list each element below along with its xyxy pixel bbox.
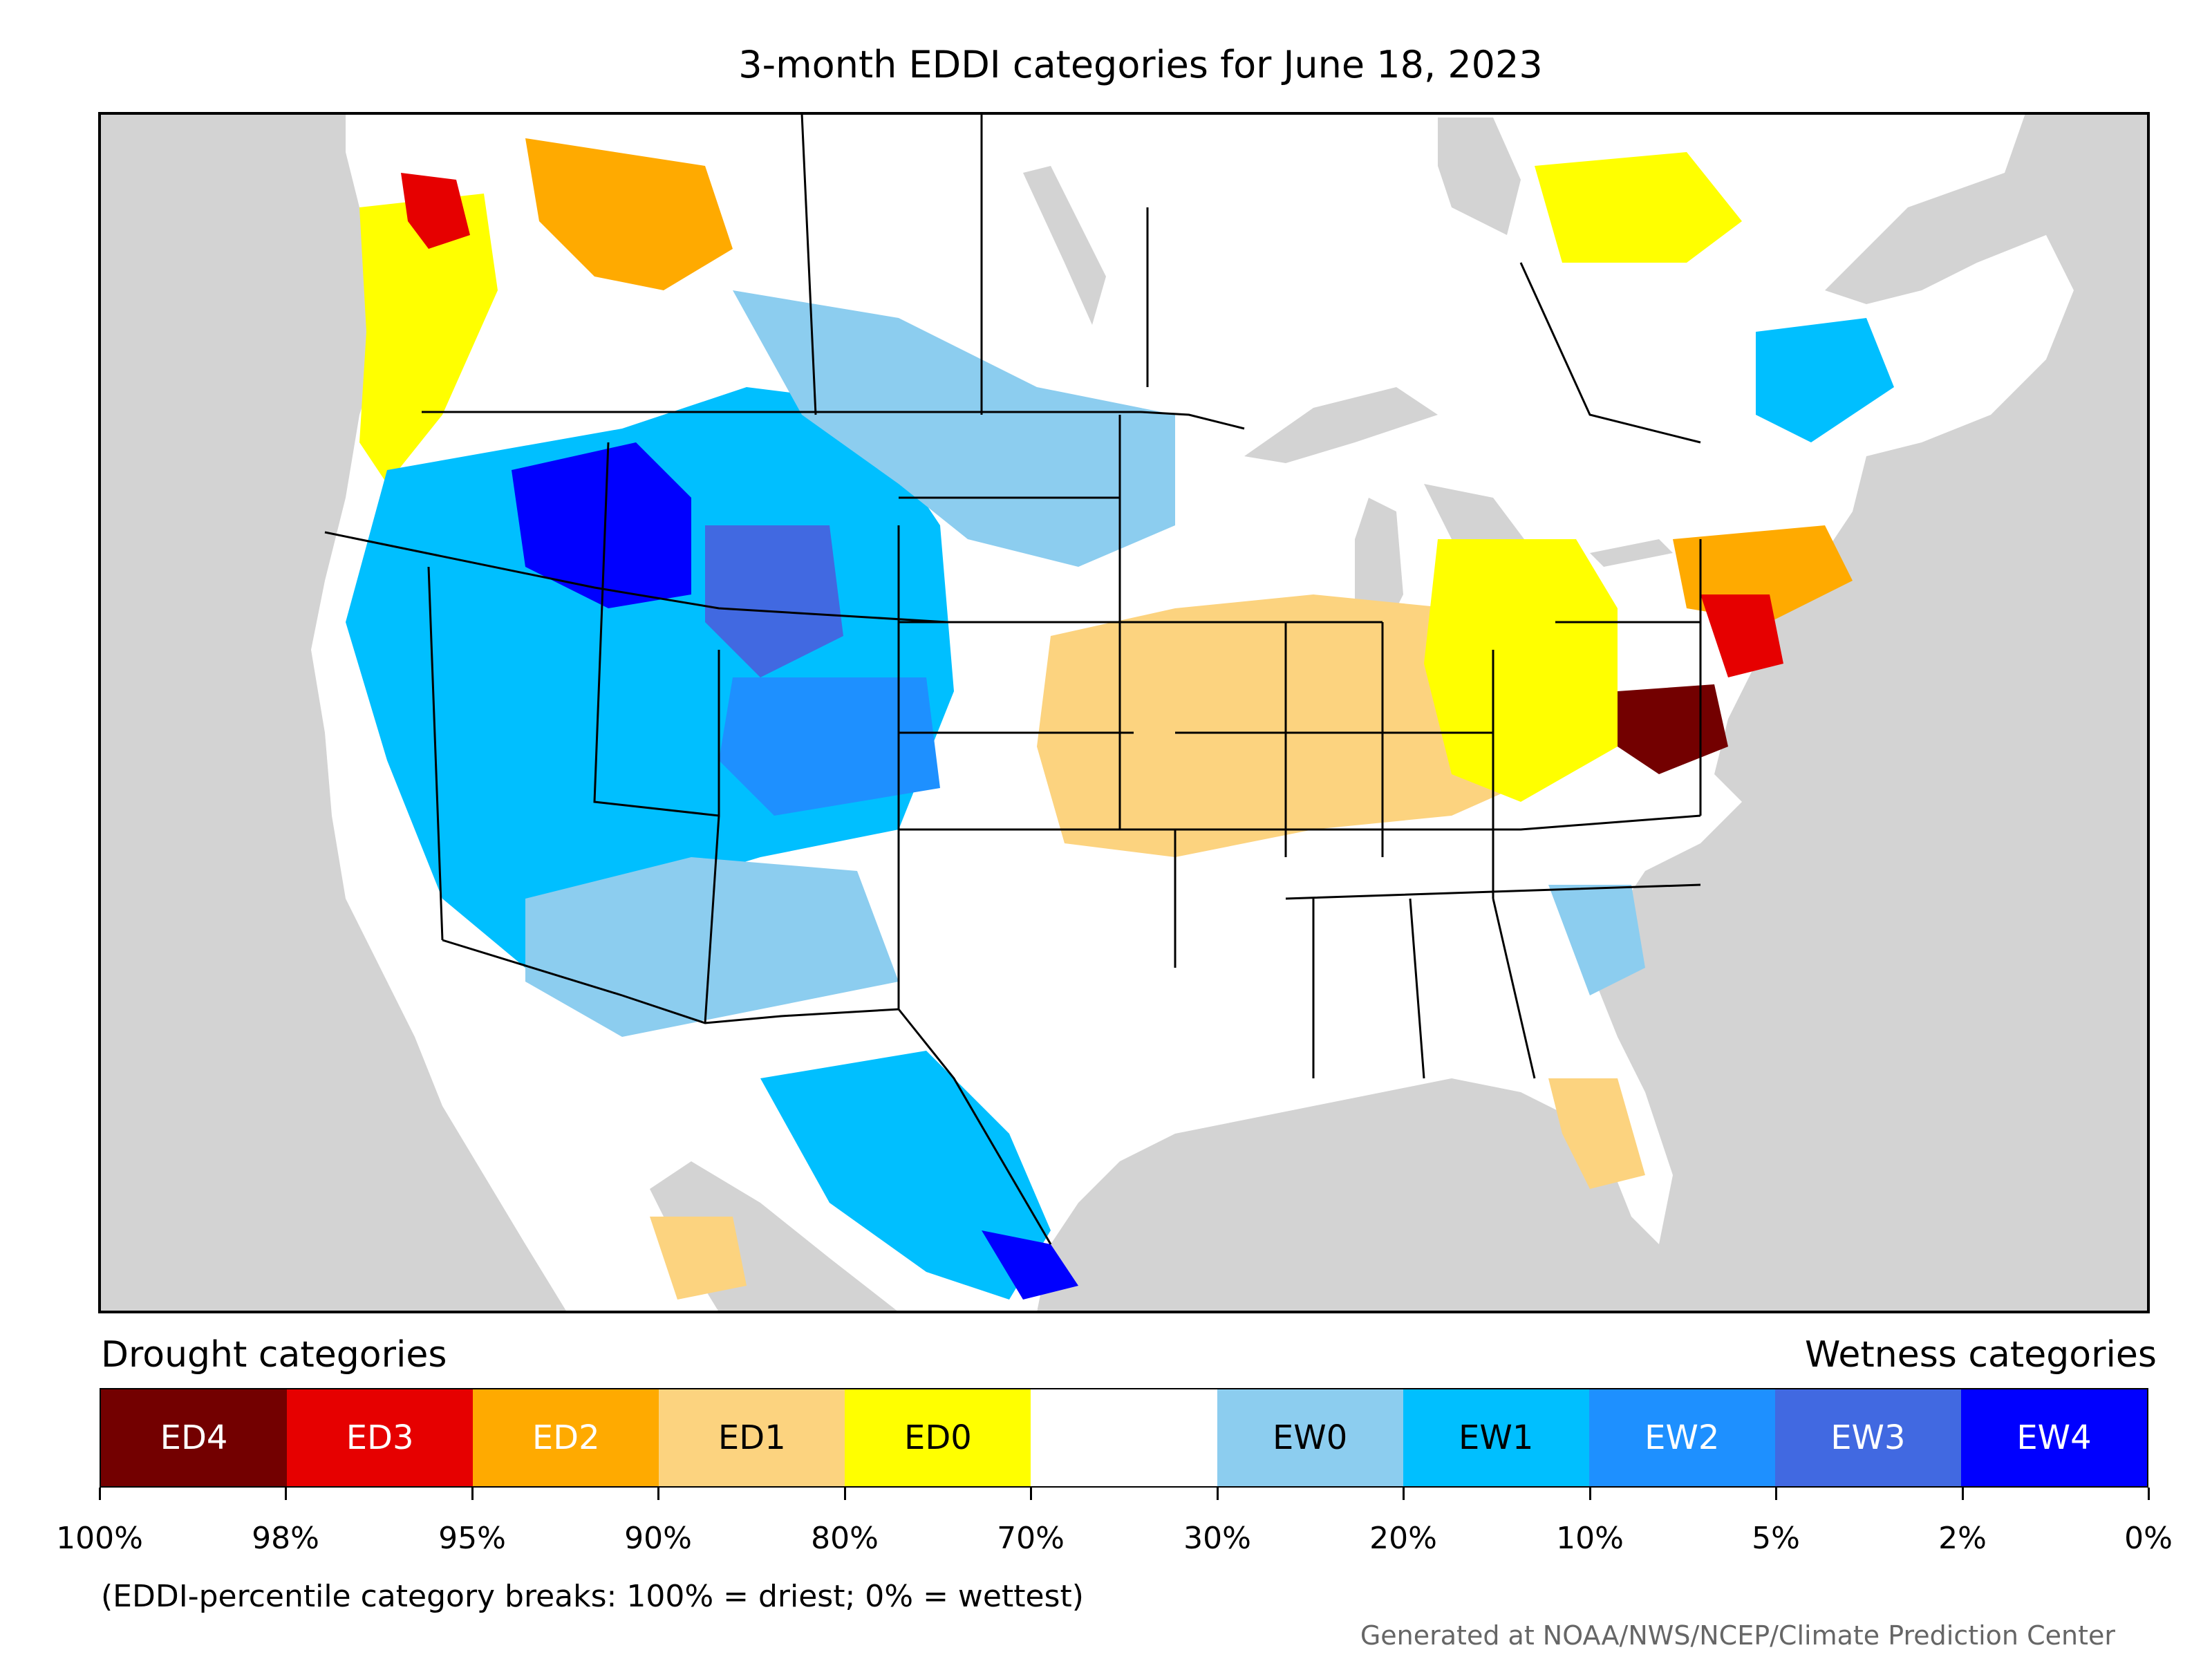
colorbar-segment: ED1 (659, 1389, 845, 1486)
border-states-west (324, 442, 948, 1024)
colorbar-tick-label: 5% (1752, 1521, 1800, 1556)
colorbar-tick-label: 20% (1369, 1521, 1437, 1556)
region-british-columbia-dry (525, 138, 733, 290)
colorbar-segment: ED2 (473, 1389, 659, 1486)
wetness-categories-heading: Wetness categories (1805, 1334, 2157, 1376)
region-quebec-wet (1756, 318, 1894, 442)
colorbar-tick (1589, 1488, 1591, 1500)
category-colorbar: ED4 ED3 ED2 ED1 ED0 EW0 EW1 EW2 EW3 EW4 (100, 1388, 2148, 1488)
colorbar-tick-label: 70% (997, 1521, 1065, 1556)
colorbar-tick-label: 98% (252, 1521, 319, 1556)
border-us-mexico (442, 939, 1052, 1245)
colorbar-tick-label: 80% (811, 1521, 879, 1556)
border-canada-provinces (800, 113, 1701, 444)
colorbar-tick-label: 2% (1938, 1521, 1987, 1556)
colorbar-segment: ED4 (101, 1389, 288, 1486)
colorbar-tick (1775, 1488, 1777, 1500)
border-us-canada (422, 411, 1245, 430)
colorbar-tick (2148, 1488, 2150, 1500)
colorbar-tick-label: 100% (56, 1521, 143, 1556)
lake-superior (1244, 387, 1438, 463)
region-wyoming-wet (705, 525, 843, 677)
region-texas-wet (760, 1051, 1051, 1300)
map-title: 3-month EDDI categories for June 18, 202… (738, 43, 1543, 86)
colorbar-ticks: 100% 98% 95% 90% 80% 70% 30% 20% 10% 5% 2% 0% (56, 1488, 2173, 1557)
political-borders (324, 113, 1702, 1245)
region-quebec-dry (1535, 152, 1742, 263)
colorbar-segment: EW4 (1960, 1389, 2148, 1486)
lake-winnipeg (1023, 166, 1106, 325)
border-states-plains (899, 415, 1177, 968)
region-carolinas-wet (1548, 885, 1645, 995)
lake-ontario (1590, 539, 1673, 567)
colorbar-segment: EW0 (1217, 1389, 1403, 1486)
region-mexico-dry (650, 1217, 747, 1300)
colorbar-tick-label: 90% (624, 1521, 692, 1556)
region-pacific-northwest-dry (359, 194, 498, 484)
border-states-east (1120, 539, 1702, 1079)
region-ohio-valley-dry (1424, 539, 1618, 802)
colorbar-segment: EW3 (1774, 1389, 1961, 1486)
colorbar-segment: EW2 (1588, 1389, 1775, 1486)
colorbar-tick-label: 30% (1183, 1521, 1251, 1556)
colorbar-tick (471, 1488, 474, 1500)
category-overlay (346, 138, 1894, 1300)
region-idaho-montana-wet (512, 442, 691, 608)
region-mid-atlantic-dry (1700, 594, 1783, 677)
colorbar-segment: EW1 (1403, 1389, 1589, 1486)
hudson-bay (1438, 118, 1521, 235)
colorbar-tick (1030, 1488, 1032, 1500)
colorbar-tick (285, 1488, 287, 1500)
colorbar-segment: ED0 (845, 1389, 1031, 1486)
source-credit: Generated at NOAA/NWS/NCEP/Climate Predi… (1360, 1620, 2115, 1651)
region-southwest-wet (525, 857, 899, 1037)
map-frame (98, 112, 2150, 1313)
colorbar-tick (1217, 1488, 1219, 1500)
colorbar-segment: ED3 (287, 1389, 474, 1486)
colorbar-tick (657, 1488, 659, 1500)
colorbar-tick (99, 1488, 101, 1500)
colorbar-tick (844, 1488, 846, 1500)
region-florida-dry (1548, 1078, 1645, 1189)
region-texas-coast-wet (982, 1230, 1078, 1300)
region-colorado-wet (719, 677, 940, 816)
colorbar-tick-label: 10% (1556, 1521, 1624, 1556)
colorbar-tick-label: 95% (438, 1521, 506, 1556)
category-breaks-note: (EDDI-percentile category breaks: 100% =… (101, 1579, 1084, 1614)
colorbar-segment (1031, 1389, 1217, 1486)
colorbar-tick-label: 0% (2124, 1521, 2173, 1556)
region-washington-coast-dry (401, 173, 470, 249)
drought-categories-heading: Drought categories (101, 1334, 447, 1376)
colorbar-tick (1962, 1488, 1964, 1500)
colorbar-tick (1403, 1488, 1405, 1500)
